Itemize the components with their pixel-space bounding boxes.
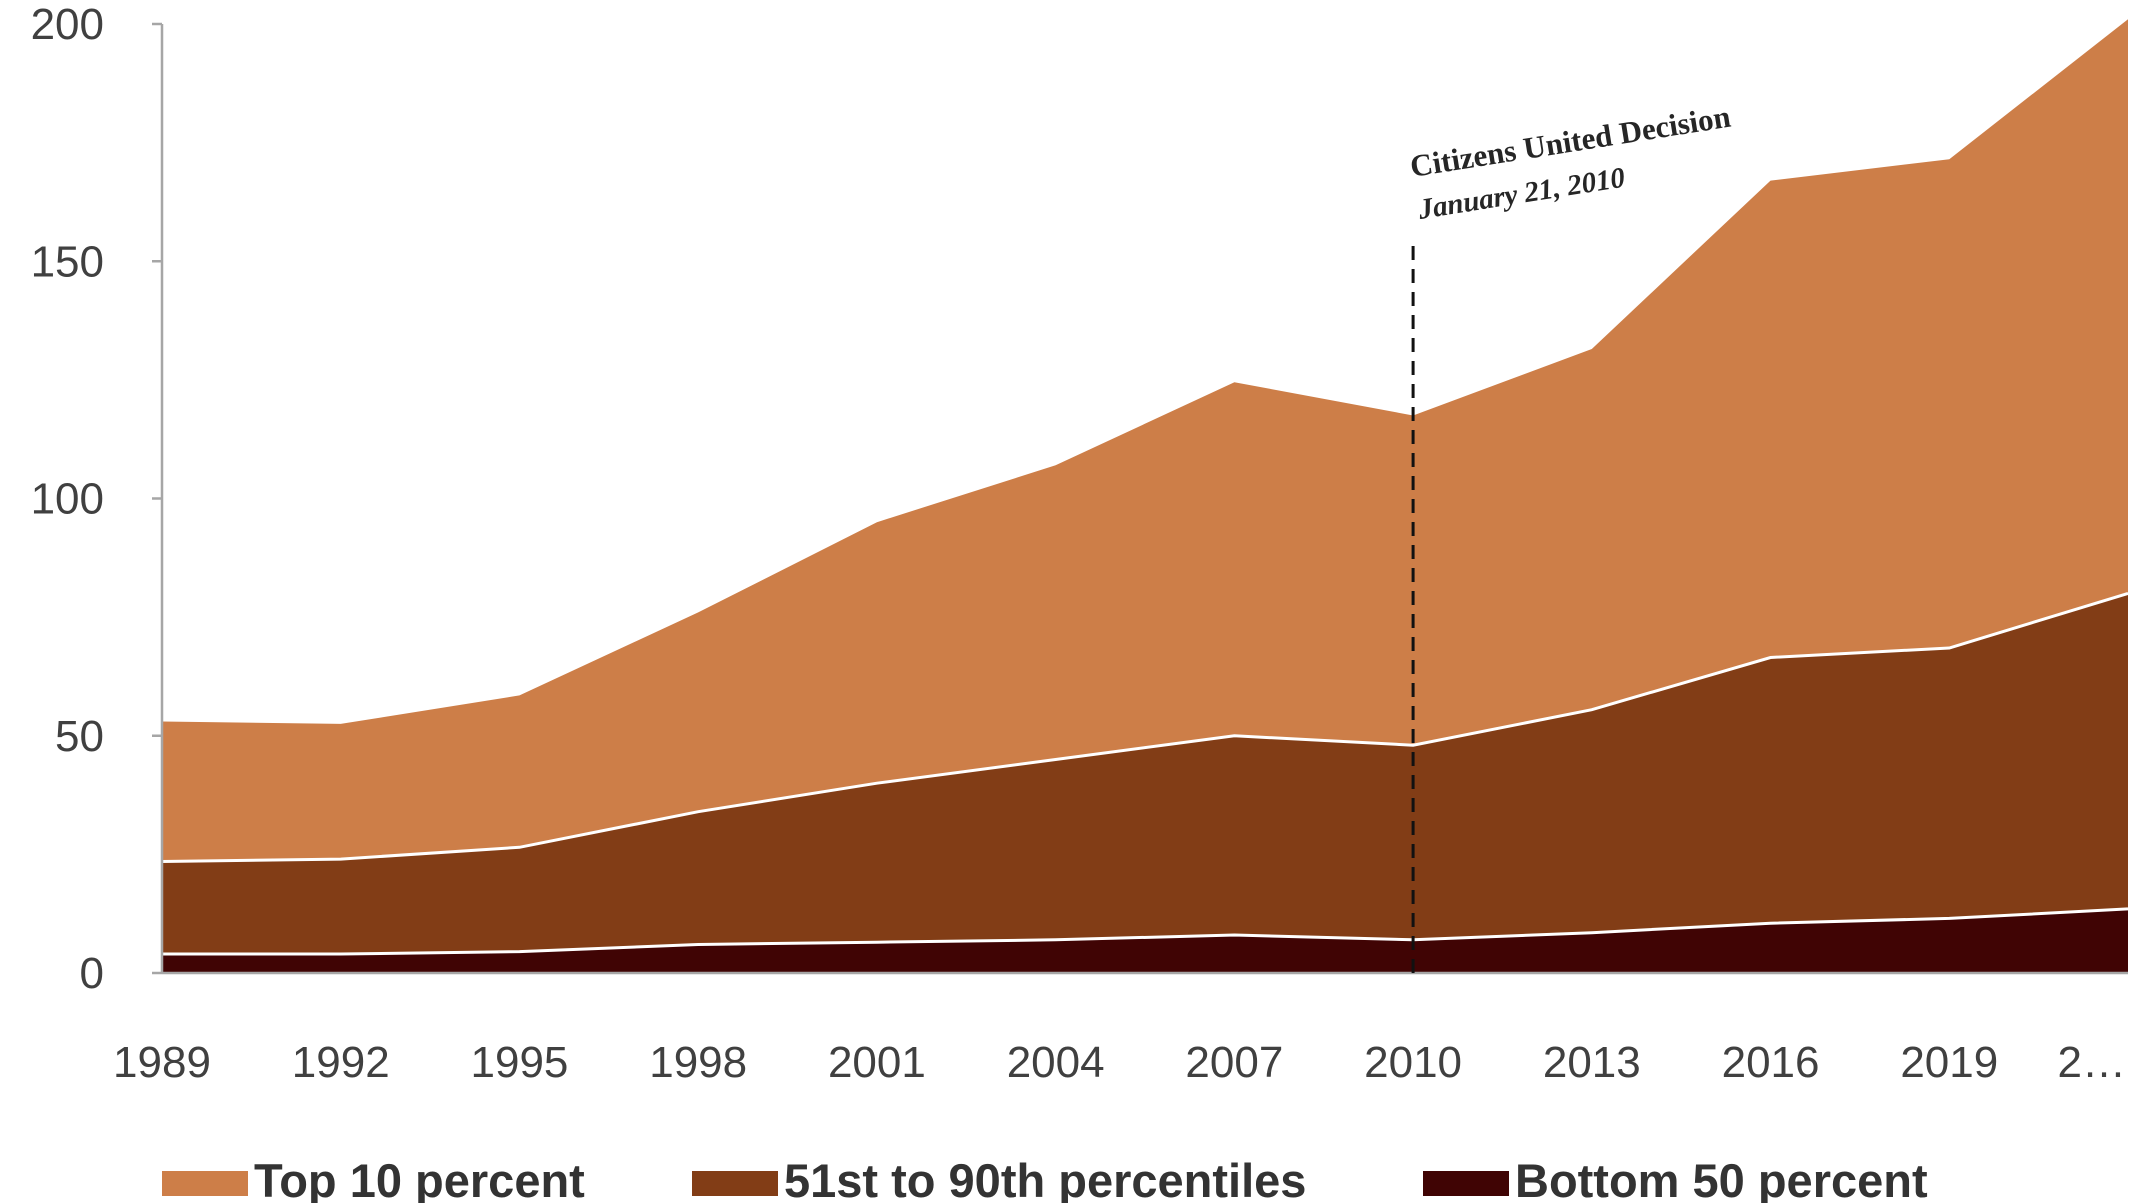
legend-swatch bbox=[1423, 1171, 1509, 1196]
x-tick-label: 1989 bbox=[113, 1038, 211, 1087]
x-tick-label: 2013 bbox=[1543, 1038, 1641, 1087]
legend-label: 51st to 90th percentiles bbox=[784, 1154, 1306, 1203]
legend-label: Bottom 50 percent bbox=[1515, 1154, 1928, 1203]
y-tick-label: 0 bbox=[80, 949, 104, 998]
x-tick-label: 2007 bbox=[1185, 1038, 1283, 1087]
area-bottom-50-percent bbox=[162, 908, 2128, 973]
y-tick-label: 200 bbox=[31, 0, 104, 49]
axes: 0 50 100 150 200 1989 1992 1995 1998 2001 2004 2007… bbox=[31, 0, 2128, 1087]
legend-label: Top 10 percent bbox=[254, 1154, 585, 1203]
series-boundary-line bbox=[161, 591, 2129, 863]
x-tick-label: 2019 bbox=[1900, 1038, 1998, 1087]
x-tick-label: 1995 bbox=[471, 1038, 569, 1087]
x-tick-label: 2… bbox=[2058, 1038, 2126, 1087]
series-boundary-line bbox=[162, 907, 2129, 956]
legend-swatch bbox=[692, 1171, 778, 1196]
area-series-group bbox=[161, 19, 2129, 973]
legend-swatch bbox=[162, 1171, 248, 1196]
x-tick-label: 1998 bbox=[649, 1038, 747, 1087]
y-tick-label: 50 bbox=[55, 712, 104, 761]
x-tick-label: 1992 bbox=[292, 1038, 390, 1087]
x-tick-label: 2001 bbox=[828, 1038, 926, 1087]
x-tick-label: 2004 bbox=[1007, 1038, 1105, 1087]
area-top-10-percent bbox=[162, 19, 2128, 862]
x-tick-label: 2016 bbox=[1722, 1038, 1820, 1087]
x-tick-label: 2010 bbox=[1364, 1038, 1462, 1087]
y-tick-label: 100 bbox=[31, 475, 104, 524]
legend: Top 10 percent 51st to 90th percentiles Bo… bbox=[162, 1154, 1928, 1203]
y-tick-label: 150 bbox=[31, 237, 104, 286]
area-51st-to-90th-percentiles bbox=[162, 593, 2128, 954]
